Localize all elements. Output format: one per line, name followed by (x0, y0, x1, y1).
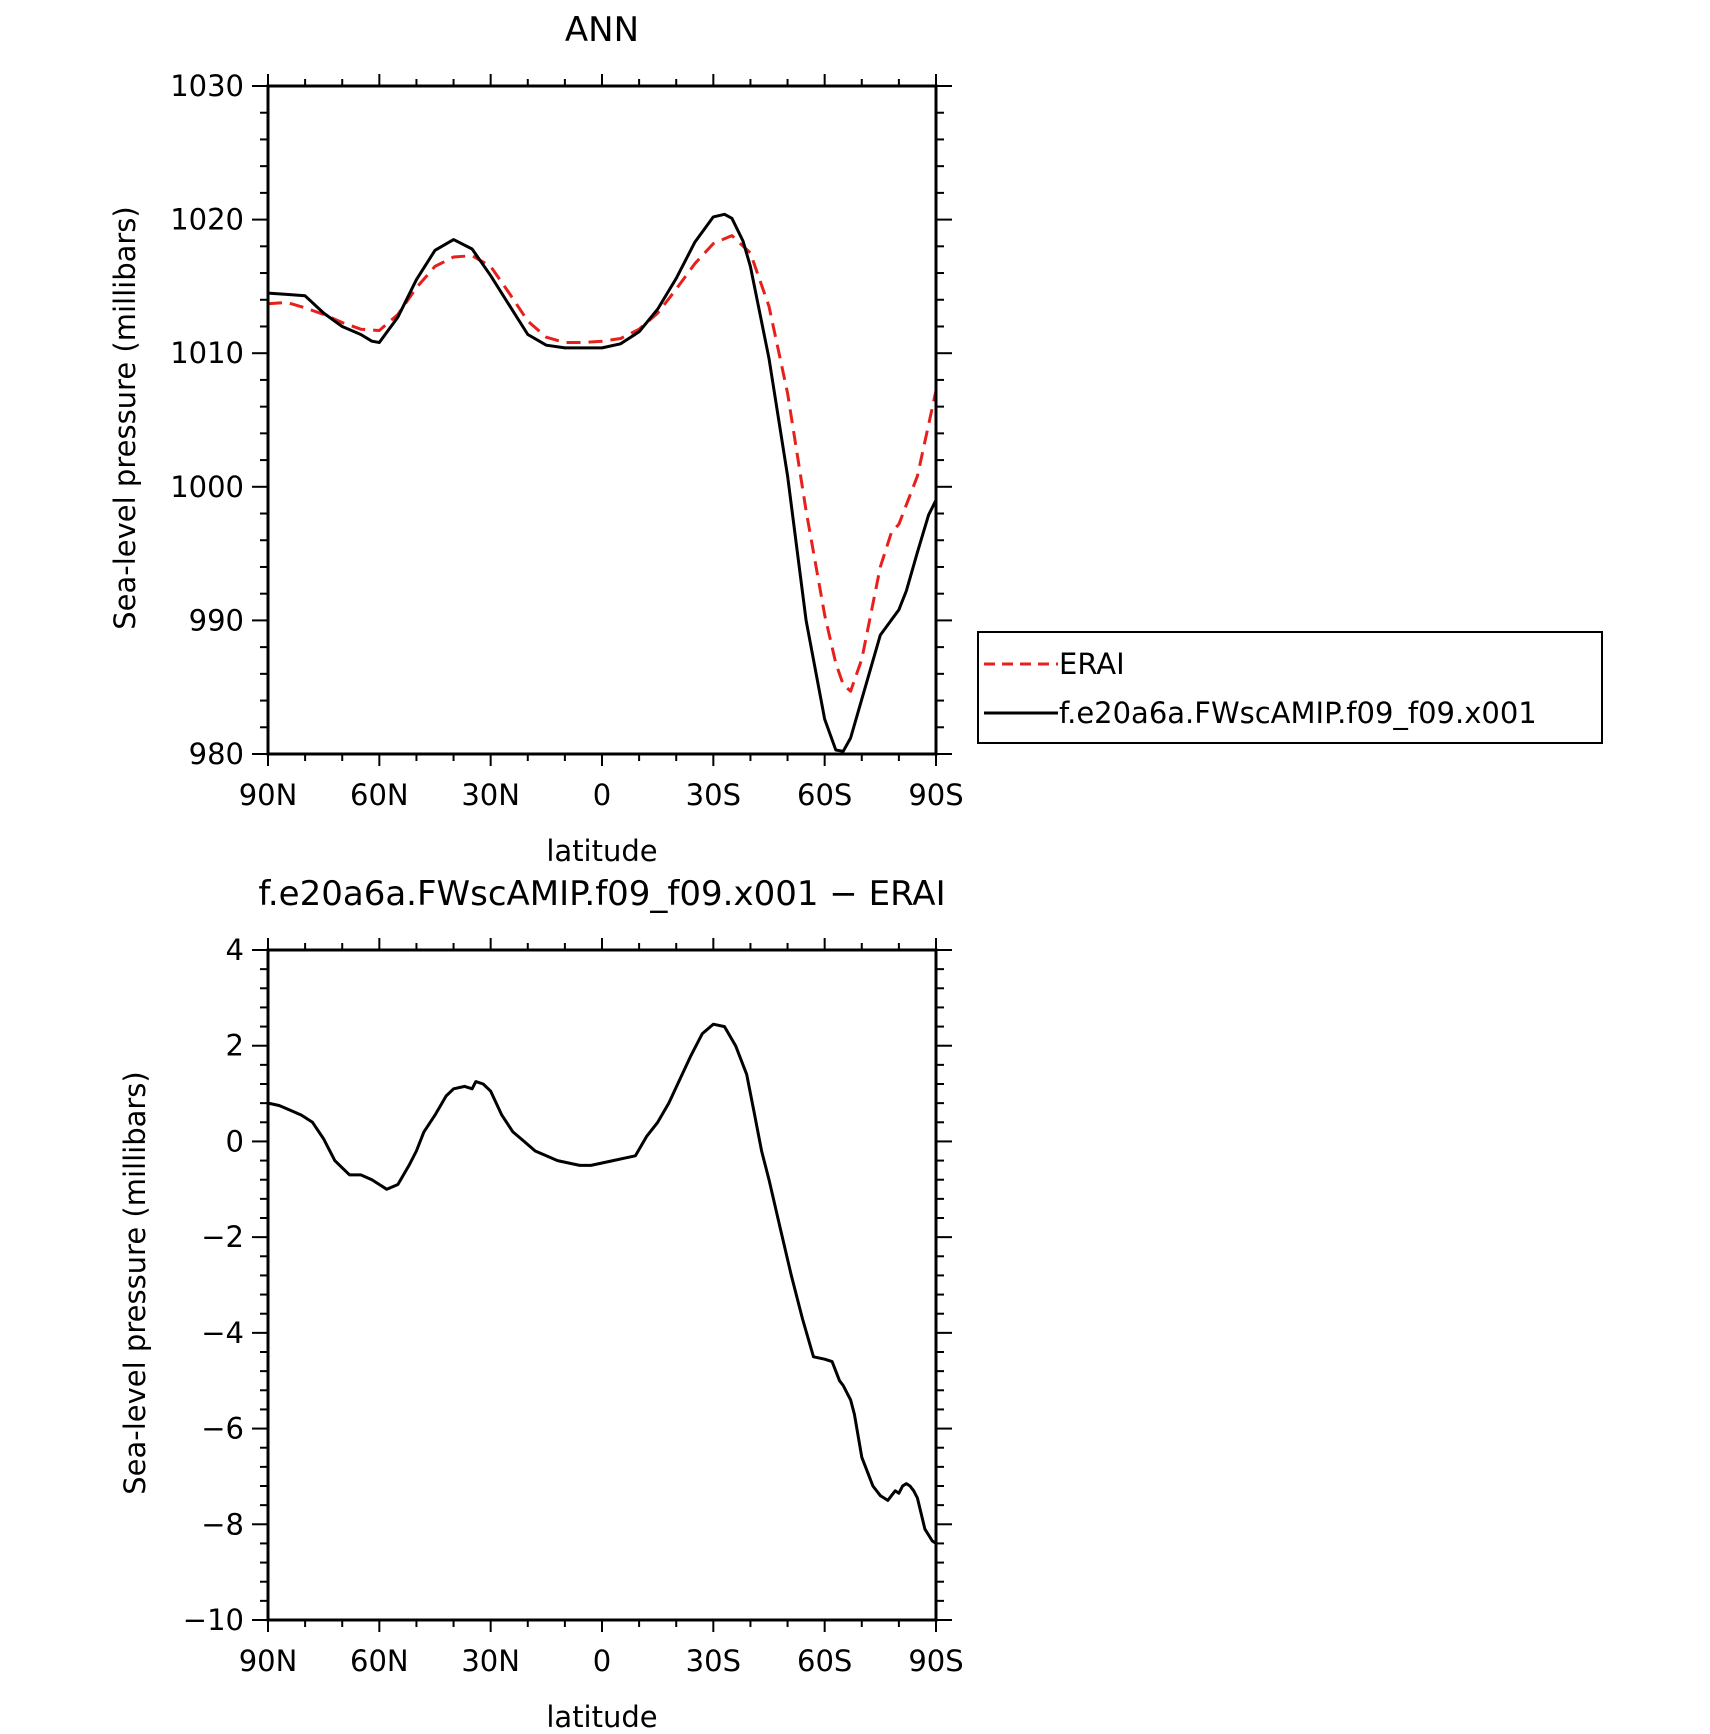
bottom-panel-frame (266, 948, 938, 1622)
y-tick-label: −4 (201, 1316, 244, 1350)
legend-label-erai: ERAI (1059, 647, 1125, 681)
x-tick-label: 30N (461, 778, 520, 812)
y-tick-label: −6 (201, 1412, 244, 1446)
y-tick-label: 2 (226, 1029, 244, 1063)
top-panel-frame (266, 84, 938, 756)
y-tick-label: 1010 (170, 336, 244, 370)
x-tick-label: 30S (686, 1644, 741, 1678)
top-panel-ticks: 90N 60N 30N 0 30S 60S 90S 980 990 1000 1010 1020 103… (170, 69, 963, 812)
top-panel-ylabel: Sea-level pressure (millibars) (108, 206, 142, 629)
top-panel-xlabel: latitude (546, 834, 657, 868)
x-tick-label: 90N (239, 1644, 298, 1678)
y-tick-label: 990 (189, 603, 244, 637)
y-tick-label: 1030 (170, 69, 244, 103)
x-tick-label: 90N (239, 778, 298, 812)
y-tick-label: −2 (201, 1220, 244, 1254)
bottom-panel-xlabel: latitude (546, 1700, 657, 1734)
x-tick-label: 60S (797, 1644, 852, 1678)
bottom-panel: f.e20a6a.FWscAMIP.f09_f09.x001 − ERAI la… (118, 874, 964, 1734)
x-tick-label: 60S (797, 778, 852, 812)
legend: ERAI f.e20a6a.FWscAMIP.f09_f09.x001 (977, 631, 1603, 744)
x-tick-label: 30S (686, 778, 741, 812)
y-tick-label: 1020 (170, 203, 244, 237)
top-panel: ANN latitude Sea-level pressure (milliba… (108, 10, 1603, 868)
bottom-panel-title: f.e20a6a.FWscAMIP.f09_f09.x001 − ERAI (258, 874, 945, 914)
series-line-erai (267, 234, 938, 693)
bottom-panel-ticks: 90N 60N 30N 0 30S 60S 90S −10 −8 −6 −4 −2 0 2 4 (183, 933, 964, 1678)
x-tick-label: 30N (461, 1644, 520, 1678)
top-panel-title: ANN (565, 10, 639, 50)
legend-box (977, 631, 1603, 744)
series-line-1-0 (267, 1022, 937, 1545)
y-tick-label: 4 (226, 933, 244, 967)
bottom-panel-ylabel: Sea-level pressure (millibars) (118, 1071, 152, 1494)
x-tick-label: 60N (350, 1644, 409, 1678)
x-tick-label: 90S (908, 778, 963, 812)
x-tick-label: 0 (593, 1644, 611, 1678)
x-tick-label: 0 (593, 778, 611, 812)
series-line-0-1 (267, 212, 938, 753)
y-tick-label: 980 (189, 737, 244, 771)
y-tick-label: −8 (201, 1507, 244, 1541)
top-panel-lines (267, 212, 938, 753)
x-tick-label: 60N (350, 778, 409, 812)
y-tick-label: 1000 (170, 470, 244, 504)
x-tick-label: 90S (908, 1644, 963, 1678)
bottom-panel-lines (267, 1022, 937, 1545)
y-tick-label: 0 (226, 1124, 244, 1158)
y-tick-label: −10 (183, 1603, 244, 1637)
legend-label-model: f.e20a6a.FWscAMIP.f09_f09.x001 (1059, 696, 1537, 730)
